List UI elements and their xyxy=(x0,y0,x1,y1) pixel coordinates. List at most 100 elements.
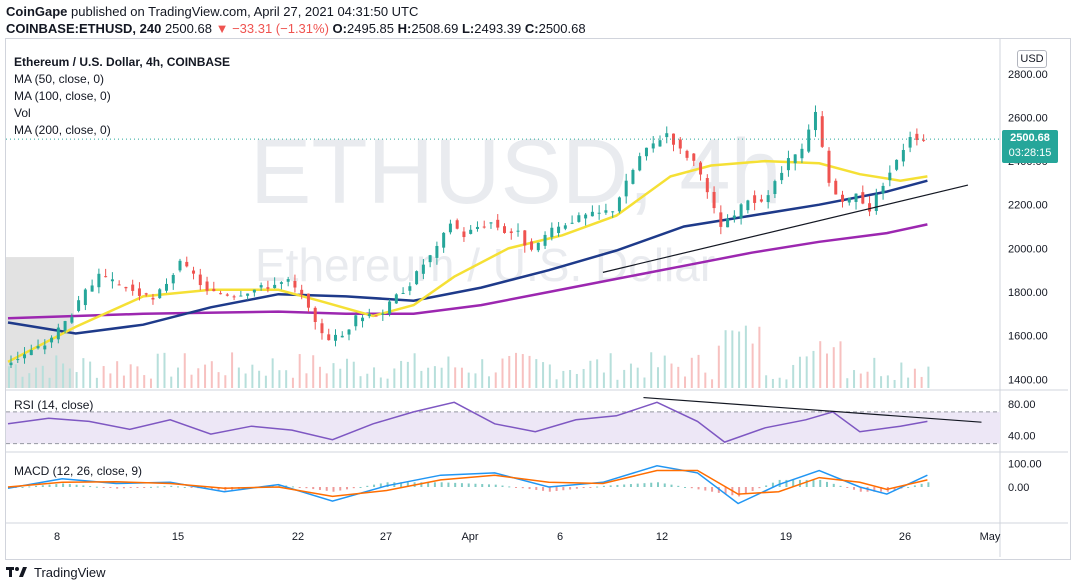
legend-vol[interactable]: Vol xyxy=(14,106,31,120)
macd-histogram-bar xyxy=(454,482,457,487)
macd-histogram-bar xyxy=(602,485,605,487)
time-tick-label: 6 xyxy=(557,531,563,543)
macd-histogram-bar xyxy=(359,487,362,488)
currency-button[interactable]: USD xyxy=(1017,50,1047,68)
macd-histogram-bar xyxy=(643,483,646,487)
macd-histogram-bar xyxy=(136,487,139,488)
macd-histogram-bar xyxy=(629,484,632,487)
macd-histogram-bar xyxy=(805,479,808,487)
tradingview-logo-icon[interactable] xyxy=(6,565,28,579)
volume-bar xyxy=(880,376,883,388)
macd-histogram-bar xyxy=(623,484,626,487)
candle-body xyxy=(469,229,473,234)
volume-bar xyxy=(907,377,910,388)
candle-body xyxy=(448,223,452,233)
macd-histogram-bar xyxy=(447,482,450,487)
volume-bar xyxy=(913,368,916,388)
candle-body xyxy=(408,286,412,291)
candle-body xyxy=(361,317,365,322)
macd-histogram-bar xyxy=(778,479,781,487)
macd-histogram-bar xyxy=(82,485,85,487)
candle-body xyxy=(509,231,513,234)
candle-body xyxy=(516,230,520,232)
candle-body xyxy=(759,199,763,202)
volume-bar xyxy=(677,366,680,388)
macd-histogram-bar xyxy=(927,482,930,487)
volume-bar xyxy=(859,373,862,388)
volume-bar xyxy=(41,365,44,388)
volume-bar xyxy=(873,357,876,388)
macd-histogram-bar xyxy=(210,487,213,490)
candle-body xyxy=(252,289,256,293)
candle-body xyxy=(712,191,716,209)
volume-bar xyxy=(589,360,592,388)
publish-line: CoinGape published on TradingView.com, A… xyxy=(6,4,1069,20)
macd-histogram-bar xyxy=(460,483,463,487)
volume-bar xyxy=(596,359,599,388)
macd-histogram-bar xyxy=(677,485,680,487)
macd-histogram-bar xyxy=(501,485,504,487)
candle-body xyxy=(421,264,425,274)
candle-body xyxy=(428,255,432,263)
volume-bar xyxy=(602,372,605,388)
volume-bar xyxy=(575,373,578,388)
candle-body xyxy=(699,162,703,175)
volume-bar xyxy=(143,375,146,388)
volume-bar xyxy=(210,361,213,388)
volume-bar xyxy=(508,355,511,388)
volume-bar xyxy=(805,356,808,388)
volume-bar xyxy=(582,368,585,388)
volume-bar xyxy=(170,376,173,388)
volume-bar xyxy=(623,369,626,388)
volume-bar xyxy=(190,374,193,388)
macd-histogram-bar xyxy=(771,482,774,487)
high-label: H: xyxy=(397,21,412,36)
candle-body xyxy=(9,362,13,366)
candle-body xyxy=(922,139,926,141)
volume-bar xyxy=(528,355,531,388)
time-tick-label: 8 xyxy=(54,531,60,543)
macd-histogram-bar xyxy=(95,486,98,488)
volume-bar xyxy=(481,359,484,388)
volume-bar xyxy=(298,354,301,388)
candle-body xyxy=(726,218,730,228)
volume-bar xyxy=(285,370,288,388)
candle-body xyxy=(854,193,858,202)
candle-body xyxy=(442,232,446,248)
candle-body xyxy=(584,214,588,219)
macd-histogram-bar xyxy=(758,487,761,489)
macd-histogram-bar xyxy=(467,483,470,487)
volume-bar xyxy=(731,330,734,388)
volume-bar xyxy=(271,358,274,388)
macd-histogram-bar xyxy=(616,484,619,487)
candle-body xyxy=(766,195,770,203)
macd-histogram-bar xyxy=(406,482,409,487)
rsi-band xyxy=(6,411,1000,444)
legend-ma100[interactable]: MA (100, close, 0) xyxy=(14,89,111,103)
volume-bar xyxy=(149,378,152,388)
volume-bar xyxy=(629,363,632,388)
macd-histogram-bar xyxy=(670,484,673,487)
macd-histogram-bar xyxy=(481,484,484,487)
volume-bar xyxy=(569,369,572,388)
volume-bar xyxy=(156,353,159,388)
candle-body xyxy=(739,204,743,219)
volume-bar xyxy=(616,379,619,388)
candle-body xyxy=(273,284,277,289)
macd-label[interactable]: MACD (12, 26, close, 9) xyxy=(14,464,143,478)
legend-ma200[interactable]: MA (200, close, 0) xyxy=(14,123,111,137)
macd-histogram-bar xyxy=(717,487,720,493)
chart-area[interactable] xyxy=(5,38,1071,560)
ma200-line xyxy=(7,223,928,320)
macd-histogram-bar xyxy=(751,487,754,491)
macd-histogram-bar xyxy=(575,487,578,489)
macd-histogram-bar xyxy=(352,487,355,489)
candle-body xyxy=(56,327,60,340)
rsi-label[interactable]: RSI (14, close) xyxy=(14,398,94,412)
footer-brand[interactable]: TradingView xyxy=(34,564,106,580)
candle-body xyxy=(895,159,899,170)
legend-ma50[interactable]: MA (50, close, 0) xyxy=(14,72,105,86)
ma100-line xyxy=(7,179,928,335)
author-name[interactable]: CoinGape xyxy=(6,4,68,19)
